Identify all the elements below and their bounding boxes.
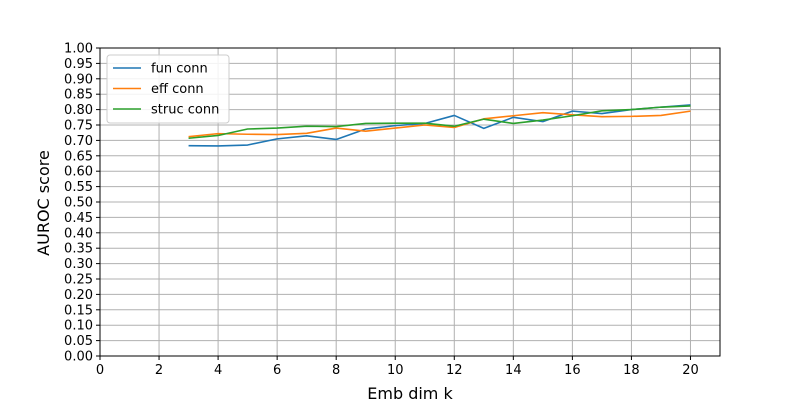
y-tick-label: 0.00 — [64, 350, 93, 365]
x-tick-label: 14 — [505, 363, 522, 378]
series-lines — [188, 104, 691, 147]
y-tick-label: 0.50 — [64, 196, 93, 211]
y-tick-label: 0.90 — [64, 72, 93, 87]
y-tick-label: 0.45 — [64, 211, 93, 226]
y-tick-label: 0.80 — [64, 103, 93, 118]
legend: fun conn eff conn struc conn — [106, 54, 230, 124]
legend-box — [106, 54, 230, 124]
y-tick-label: 0.55 — [64, 180, 93, 195]
y-tick-label: 0.75 — [64, 119, 93, 134]
legend-label-struc-conn: struc conn — [151, 103, 219, 118]
x-tick-label: 20 — [682, 363, 699, 378]
y-tick-label: 0.85 — [64, 88, 93, 103]
y-tick-label: 0.60 — [64, 165, 93, 180]
y-tick-label: 0.35 — [64, 242, 93, 257]
x-axis-label: Emb dim k — [367, 384, 453, 400]
y-tick-label: 0.25 — [64, 273, 93, 288]
series-line-eff-conn — [188, 110, 691, 138]
x-tick-label: 12 — [446, 363, 463, 378]
y-ticks: 0.000.050.100.150.200.250.300.350.400.45… — [64, 42, 100, 365]
x-tick-label: 18 — [623, 363, 640, 378]
x-tick-label: 0 — [96, 363, 104, 378]
x-ticks: 0 2 4 6 8 10 12 14 16 18 20 — [96, 356, 699, 378]
y-tick-label: 0.30 — [64, 257, 93, 272]
x-tick-label: 6 — [273, 363, 281, 378]
legend-label-eff-conn: eff conn — [151, 82, 204, 97]
y-tick-label: 0.95 — [64, 57, 93, 72]
x-tick-label: 4 — [214, 363, 222, 378]
x-tick-label: 10 — [387, 363, 404, 378]
y-tick-label: 1.00 — [64, 42, 93, 57]
y-tick-label: 0.65 — [64, 149, 93, 164]
legend-label-fun-conn: fun conn — [151, 62, 208, 77]
y-tick-label: 0.70 — [64, 134, 93, 149]
y-tick-label: 0.40 — [64, 226, 93, 241]
series-line-struc-conn — [188, 105, 691, 140]
y-axis-label: AUROC score — [34, 150, 53, 256]
x-tick-label: 2 — [155, 363, 163, 378]
x-tick-label: 16 — [564, 363, 581, 378]
x-tick-label: 8 — [332, 363, 340, 378]
y-tick-label: 0.20 — [64, 288, 93, 303]
series-line-fun-conn — [188, 104, 691, 147]
y-tick-label: 0.05 — [64, 334, 93, 349]
y-tick-label: 0.15 — [64, 303, 93, 318]
y-tick-label: 0.10 — [64, 319, 93, 334]
